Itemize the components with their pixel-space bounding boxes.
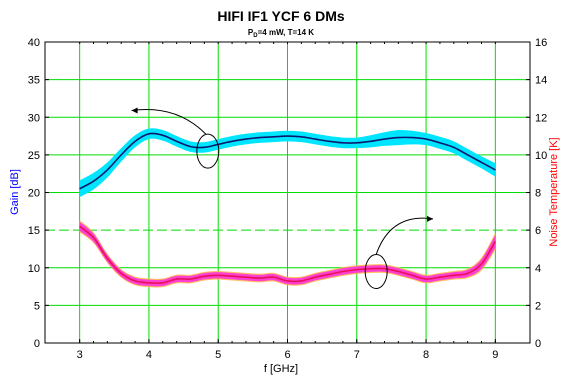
x-tick-label-8: 8 [423, 349, 429, 361]
annotation-arrow-right [375, 217, 434, 255]
x-tick-label-4: 4 [146, 349, 152, 361]
y-left-tick-label-15: 15 [28, 225, 40, 237]
y-right-tick-label-0: 0 [535, 338, 541, 350]
series-lines [79, 132, 497, 284]
gain-line [79, 132, 496, 190]
y-right-tick-label-2: 2 [535, 300, 541, 312]
x-tick-label-9: 9 [492, 349, 498, 361]
y-right-tick-label-4: 4 [535, 263, 541, 275]
y-left-tick-label-40: 40 [28, 37, 40, 49]
y-left-tick-label-0: 0 [34, 338, 40, 350]
y-left-tick-label-30: 30 [28, 112, 40, 124]
y-axis-left-label: Gain [dB] [9, 169, 21, 215]
chart-subtitle: PD=4 mW, T=14 K [248, 28, 314, 39]
x-tick-label-3: 3 [77, 349, 83, 361]
x-tick-label-5: 5 [215, 349, 221, 361]
annotation-ellipse-right [364, 254, 388, 290]
y-right-tick-label-10: 10 [535, 150, 547, 162]
grid [45, 42, 530, 343]
y-right-tick-label-14: 14 [535, 75, 547, 87]
noise-line [79, 225, 497, 284]
axis-ticks: 3 4 5 6 7 8 9 0 5 10 15 20 25 30 35 40 0 2 4 6 8 10 12 14 16 [28, 37, 548, 361]
y-right-tick-label-16: 16 [535, 37, 547, 49]
y-left-tick-label-5: 5 [34, 300, 40, 312]
annotation-arrow-left [131, 109, 207, 135]
gain-band [79, 128, 496, 198]
y-left-tick-label-35: 35 [28, 75, 40, 87]
annotation-ellipse-left [196, 133, 220, 169]
y-left-tick-label-20: 20 [28, 188, 40, 200]
x-axis-label: f [GHz] [264, 363, 298, 375]
subtitle-rest: =4 mW, T=14 K [258, 28, 315, 37]
y-right-tick-label-6: 6 [535, 225, 541, 237]
x-tick-label-6: 6 [284, 349, 290, 361]
annotations [131, 107, 434, 290]
annotation-arrowhead-right [427, 215, 433, 222]
subtitle-d: D [253, 33, 258, 39]
y-axis-right-label: Noise Temperature [K] [548, 137, 560, 246]
y-right-tick-label-8: 8 [535, 188, 541, 200]
subtitle-p: P [248, 28, 254, 37]
annotation-arrowhead-left [131, 107, 138, 114]
y-left-tick-label-25: 25 [28, 150, 40, 162]
chart-title: HIFI IF1 YCF 6 DMs [217, 8, 345, 24]
x-tick-label-7: 7 [354, 349, 360, 361]
y-right-tick-label-12: 12 [535, 112, 547, 124]
y-left-tick-label-10: 10 [28, 263, 40, 275]
